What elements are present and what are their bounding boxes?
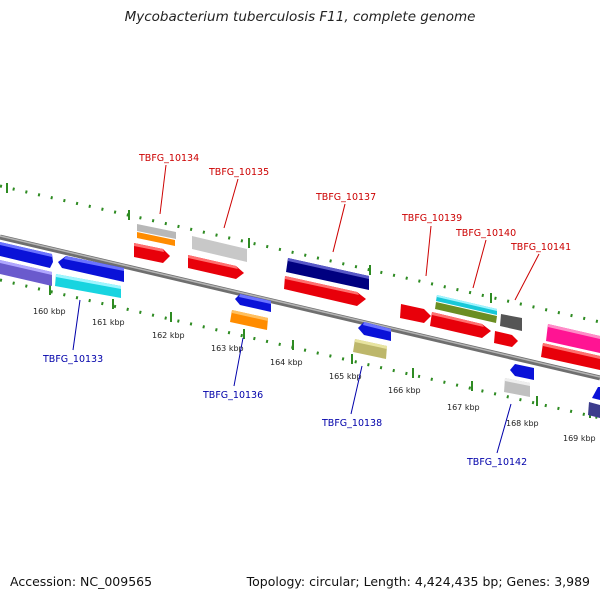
gene-feature-gray-10135[interactable] [192, 236, 247, 262]
ticks-upper [6, 183, 492, 303]
gene-feature-cyan-10140[interactable] [436, 295, 497, 315]
gene-label-lower[interactable]: TBFG_10133 [42, 354, 103, 365]
ruler-label: 161 kbp [92, 318, 125, 327]
gene-feature-blue-10138[interactable] [358, 322, 391, 341]
gene-feature-purple-left[interactable] [0, 260, 52, 286]
lower-leaders [72, 299, 512, 454]
gene-label-upper[interactable]: TBFG_10140 [455, 228, 516, 239]
gene-feature-olive-10140[interactable] [435, 302, 497, 323]
gene-feature-blue-right[interactable] [592, 387, 600, 400]
ruler-label: 166 kbp [388, 386, 421, 395]
ruler-label: 164 kbp [270, 358, 303, 367]
gene-feature-blue-10133a[interactable] [58, 256, 124, 282]
gene-feature-gray-10134[interactable] [137, 224, 176, 239]
ruler-label: 160 kbp [33, 307, 66, 316]
gene-label-lower[interactable]: TBFG_10142 [466, 457, 527, 468]
gene-feature-red-10137[interactable] [284, 276, 366, 306]
ruler-label: 167 kbp [447, 403, 480, 412]
gene-feature-red-10134[interactable] [134, 243, 170, 263]
gene-feature-orange-10136[interactable] [230, 310, 268, 330]
upper-leaders [159, 164, 540, 301]
gene-feature-blue-10142[interactable] [510, 364, 534, 380]
gene-label-upper[interactable]: TBFG_10137 [315, 192, 376, 203]
gene-label-upper[interactable]: TBFG_10139 [401, 213, 462, 224]
gene-feature-cyan-10133[interactable] [55, 274, 121, 298]
gene-feature-orange-10134[interactable] [137, 232, 175, 246]
gene-feature-red-10141[interactable] [494, 331, 518, 347]
ruler-label: 163 kbp [211, 344, 244, 353]
gene-label-lower[interactable]: TBFG_10138 [321, 418, 382, 429]
ruler-label: 165 kbp [329, 372, 362, 381]
gene-feature-blue-10136[interactable] [235, 294, 271, 312]
gene-label-lower[interactable]: TBFG_10136 [202, 390, 263, 401]
ticks-lower [49, 285, 591, 418]
gene-feature-khaki-10138[interactable] [353, 339, 387, 359]
gene-feature-gray-10141[interactable] [500, 314, 522, 331]
ruler-label: 168 kbp [506, 419, 539, 428]
ruler-label: 162 kbp [152, 331, 185, 340]
genome-summary-text: Topology: circular; Length: 4,424,435 bp… [246, 574, 590, 589]
gene-feature-navy-10137[interactable] [286, 258, 369, 290]
map-title: Mycobacterium tuberculosis F11, complete… [124, 9, 476, 25]
gene-feature-magenta-right[interactable] [546, 324, 600, 353]
gene-feature-red-10139b[interactable] [430, 312, 491, 338]
accession-text: Accession: NC_009565 [10, 574, 153, 589]
gene-feature-red-10135[interactable] [188, 255, 244, 279]
gene-label-upper[interactable]: TBFG_10135 [208, 167, 269, 178]
gene-feature-lightgray-10142[interactable] [504, 378, 530, 397]
gene-feature-blue-left[interactable] [0, 242, 53, 268]
gene-label-upper[interactable]: TBFG_10134 [138, 153, 199, 164]
gene-feature-purple-right[interactable] [588, 402, 600, 418]
gene-feature-red-right[interactable] [541, 343, 600, 370]
gene-label-upper[interactable]: TBFG_10141 [510, 242, 571, 253]
gene-feature-red-10139a[interactable] [400, 304, 431, 323]
genome-backbone [0, 234, 600, 381]
ruler-label: 169 kbp [563, 434, 596, 443]
ruler-lower [0, 278, 600, 420]
